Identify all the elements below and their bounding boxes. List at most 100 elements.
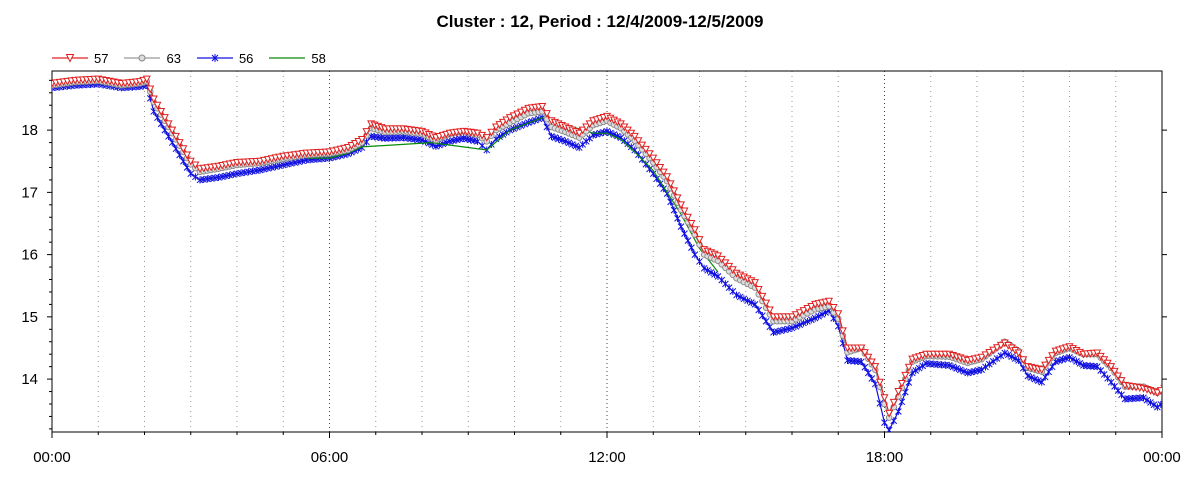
- data-point-57: [630, 132, 639, 141]
- data-point-63: [1172, 379, 1178, 385]
- data-point-56: [670, 206, 678, 214]
- data-point-57: [171, 132, 180, 141]
- data-point-56: [898, 398, 906, 406]
- data-point-56: [684, 237, 692, 245]
- data-point-57: [362, 128, 371, 136]
- legend-item-56: 56: [196, 51, 253, 66]
- data-point-57: [864, 353, 873, 362]
- data-point-57: [765, 306, 774, 315]
- data-point-56: [881, 419, 888, 427]
- data-point-57: [1192, 375, 1198, 381]
- data-point-56: [1186, 382, 1192, 389]
- data-point-56: [548, 132, 555, 140]
- data-point-56: [818, 310, 826, 318]
- data-point-57: [1175, 377, 1181, 383]
- data-point-57: [894, 388, 903, 396]
- data-point-56: [919, 362, 927, 370]
- data-point-57: [834, 310, 843, 319]
- chart-title: Cluster : 12, Period : 12/4/2009-12/5/20…: [436, 12, 764, 31]
- data-point-57: [149, 95, 158, 104]
- data-point-63: [1193, 376, 1199, 382]
- data-point-56: [1147, 398, 1154, 407]
- data-point-57: [487, 128, 496, 137]
- data-point-56: [861, 363, 869, 371]
- data-point-56: [1118, 391, 1125, 399]
- data-point-57: [1037, 366, 1046, 375]
- data-point-57: [904, 363, 913, 372]
- data-point-57: [897, 379, 906, 388]
- data-point-57: [1117, 377, 1126, 385]
- data-point-56: [751, 300, 759, 309]
- data-point-57: [1178, 375, 1184, 381]
- data-point-56: [551, 133, 559, 142]
- data-point-56: [953, 364, 961, 372]
- data-point-56: [1011, 354, 1019, 363]
- legend-label-58: 58: [311, 50, 326, 66]
- data-point-56: [945, 361, 953, 370]
- data-point-57: [690, 226, 699, 235]
- data-point-56: [555, 135, 562, 143]
- data-point-57: [880, 394, 889, 403]
- data-point-57: [871, 363, 880, 371]
- legend-swatch-56: [196, 54, 233, 62]
- data-point-57: [666, 180, 675, 189]
- data-point-56: [700, 264, 708, 272]
- data-point-57: [495, 121, 504, 129]
- data-point-57: [687, 219, 696, 228]
- data-point-57: [1196, 376, 1200, 382]
- data-point-57: [509, 112, 518, 121]
- data-point-57: [1014, 349, 1023, 358]
- data-point-56: [1150, 401, 1158, 409]
- data-point-57: [1019, 356, 1028, 365]
- data-point-57: [153, 101, 162, 110]
- data-point-56: [815, 312, 822, 320]
- data-point-57: [673, 194, 682, 203]
- data-point-57: [803, 305, 812, 313]
- data-point-57: [901, 371, 910, 380]
- data-point-56: [1175, 387, 1181, 394]
- data-point-57: [1156, 387, 1162, 395]
- data-point-56: [192, 173, 199, 181]
- data-point-56: [949, 363, 957, 371]
- data-point-56: [711, 270, 718, 278]
- data-point-57: [680, 207, 689, 216]
- data-point-57: [575, 129, 584, 138]
- data-point-56: [1001, 349, 1009, 357]
- data-point-57: [491, 123, 501, 132]
- data-point-56: [982, 363, 989, 371]
- data-point-56: [1027, 373, 1035, 382]
- x-tick-label: 00:00: [33, 449, 71, 466]
- data-point-57: [799, 307, 808, 315]
- data-point-56: [1165, 396, 1171, 403]
- data-point-57: [641, 145, 650, 154]
- data-point-57: [183, 151, 192, 160]
- data-point-57: [505, 114, 514, 122]
- data-point-57: [168, 126, 177, 135]
- data-point-56: [562, 137, 569, 145]
- data-point-56: [558, 136, 566, 144]
- data-point-57: [795, 309, 804, 317]
- data-point-63: [1165, 383, 1171, 389]
- data-point-56: [674, 214, 681, 222]
- data-point-57: [142, 75, 151, 84]
- data-point-57: [683, 213, 692, 222]
- data-point-57: [829, 304, 838, 312]
- y-tick-label: 17: [21, 184, 38, 201]
- data-point-57: [838, 327, 847, 336]
- legend-swatch-58: [269, 57, 306, 59]
- data-point-57: [179, 145, 188, 154]
- data-point-56: [804, 317, 811, 326]
- data-point-57: [1110, 367, 1119, 376]
- data-point-57: [52, 79, 57, 88]
- data-point-56: [677, 223, 685, 231]
- data-point-57: [867, 358, 876, 367]
- data-point-56: [432, 142, 440, 150]
- data-point-57: [542, 110, 551, 118]
- data-point-56: [642, 160, 650, 168]
- data-point-57: [993, 344, 1002, 353]
- data-point-56: [744, 297, 751, 305]
- data-point-57: [175, 139, 184, 147]
- data-point-56: [864, 369, 872, 377]
- data-point-57: [695, 236, 704, 244]
- data-point-57: [513, 110, 522, 119]
